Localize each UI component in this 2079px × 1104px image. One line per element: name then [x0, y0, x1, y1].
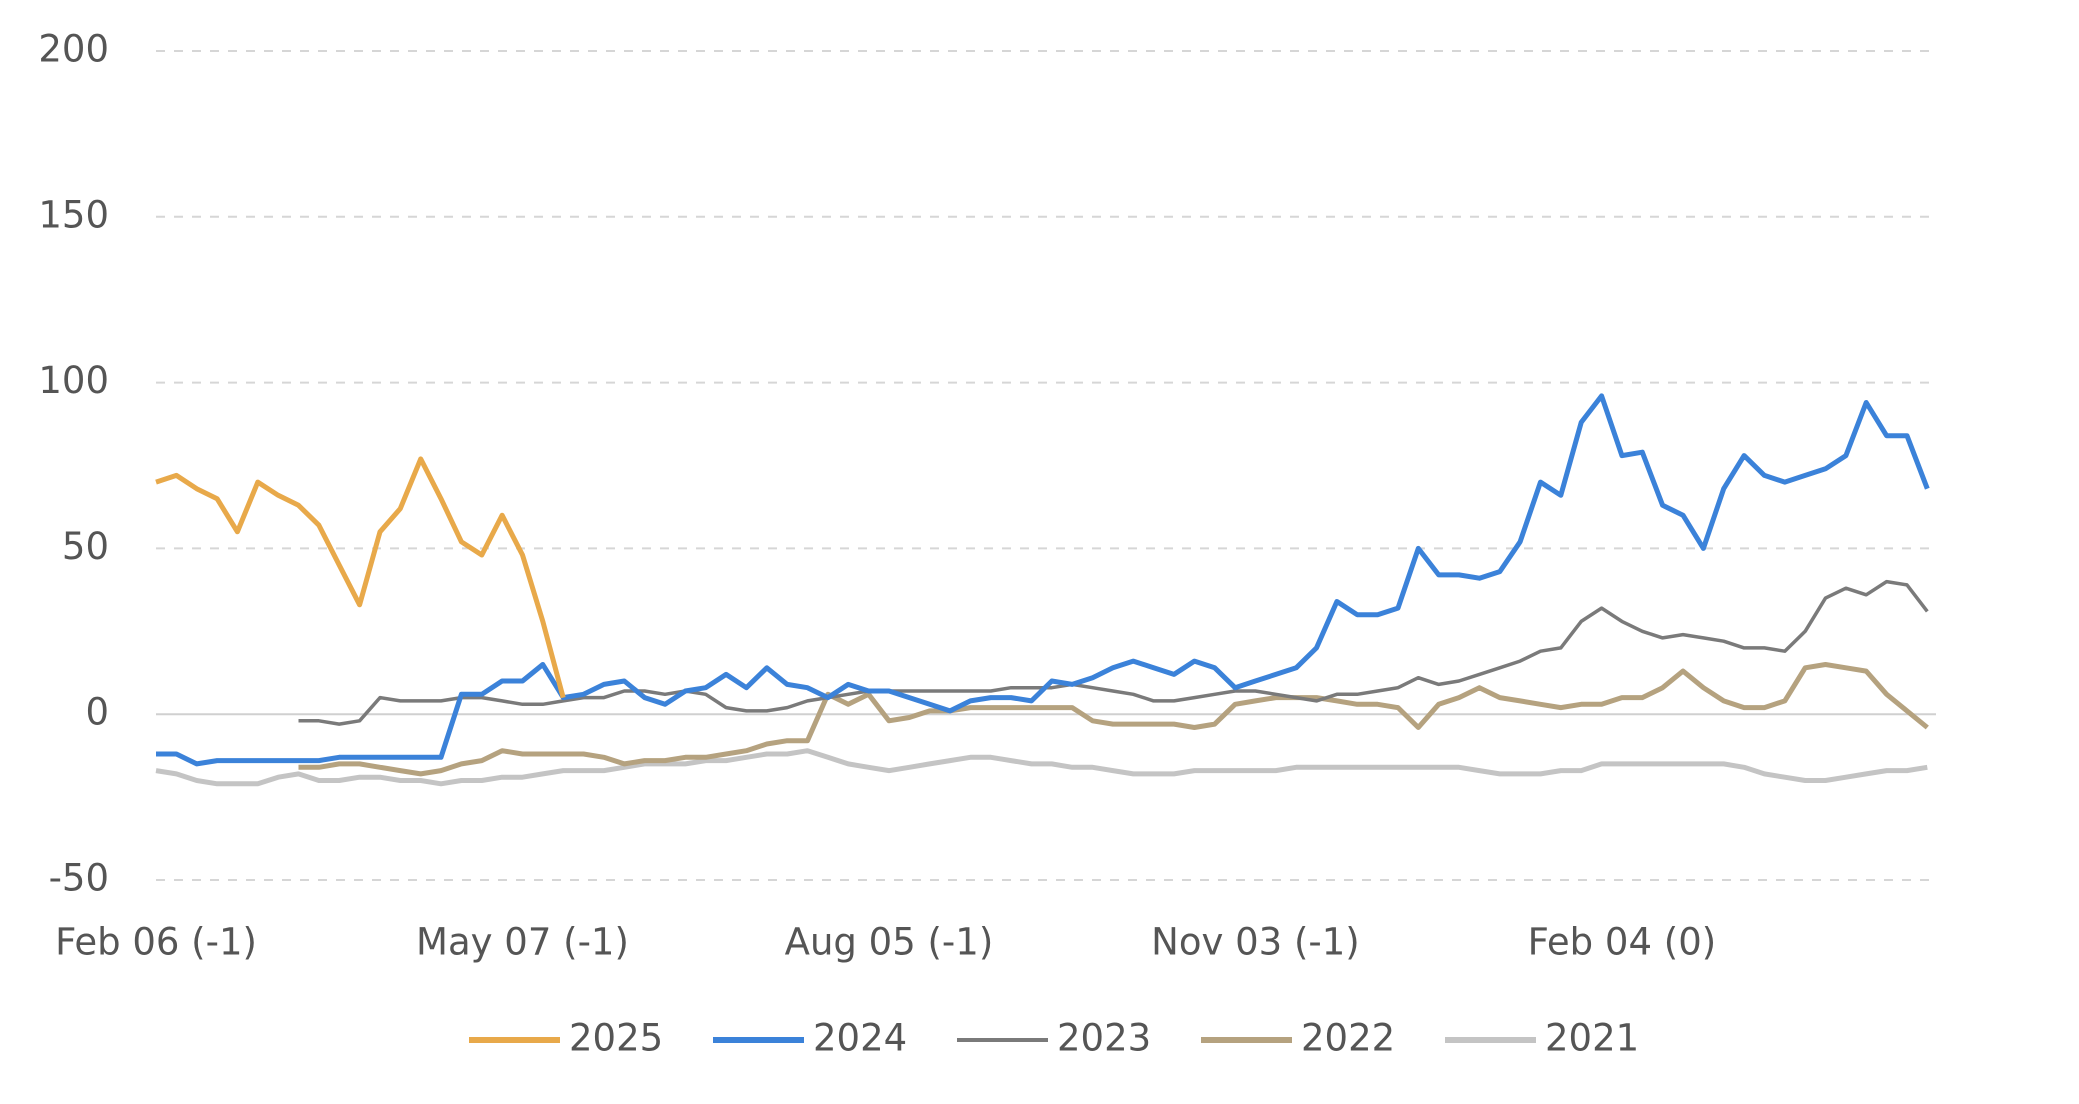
y-tick-label: -50 — [49, 857, 109, 900]
legend-label: 2023 — [1057, 1017, 1151, 1060]
legend-label: 2021 — [1545, 1017, 1639, 1060]
x-tick-label: Nov 03 (-1) — [1151, 921, 1360, 964]
series-line — [298, 579, 1929, 726]
legend-label: 2024 — [813, 1017, 907, 1060]
series-line — [156, 393, 1930, 767]
y-tick-label: 50 — [62, 525, 109, 568]
x-tick-label: Feb 04 (0) — [1528, 921, 1717, 964]
y-tick-label: 200 — [38, 28, 109, 71]
y-tick-label: 150 — [38, 193, 109, 236]
y-tick-label: 100 — [38, 359, 109, 402]
series-line — [298, 662, 1929, 777]
y-tick-label: 0 — [85, 691, 109, 734]
x-tick-label: Aug 05 (-1) — [785, 921, 994, 964]
legend-label: 2025 — [569, 1017, 663, 1060]
legend-label: 2022 — [1301, 1017, 1395, 1060]
x-tick-label: Feb 06 (-1) — [55, 921, 257, 964]
series-line — [155, 456, 566, 699]
x-tick-label: May 07 (-1) — [416, 921, 629, 964]
series-line — [155, 748, 1928, 787]
